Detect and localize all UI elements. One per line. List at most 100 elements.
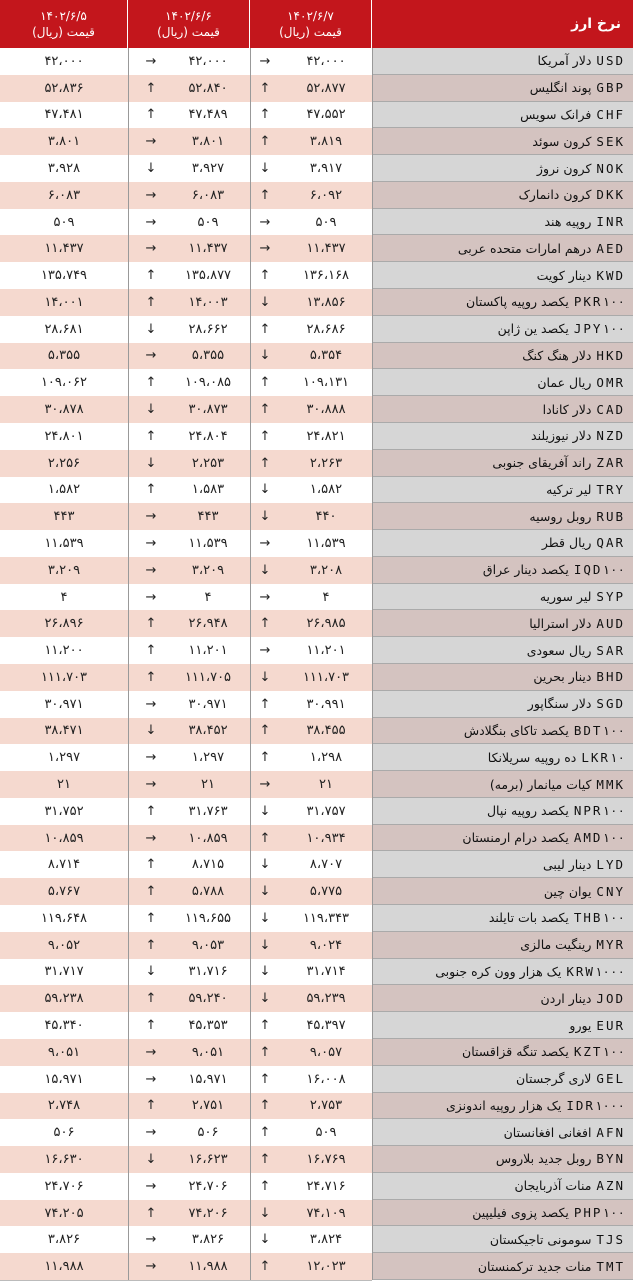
price-cell: ۲۸،۶۸۶	[306, 321, 346, 337]
change-arrow: ↑	[145, 1018, 157, 1034]
price-cell: ۱۱۹،۶۴۸	[40, 910, 88, 926]
price-cell: ۳،۲۰۹	[191, 562, 225, 578]
price-cell: ۹،۰۵۱	[47, 1044, 81, 1060]
price-cell: ۳۱،۷۵۲	[44, 803, 84, 819]
price-cell: ۹،۰۵۱	[191, 1044, 225, 1060]
price-cell: ۱۱۹،۳۴۳	[302, 910, 350, 926]
change-arrow: ↑	[145, 1205, 157, 1221]
change-arrow: ↓	[145, 1151, 157, 1167]
change-arrow: ↑	[259, 696, 271, 712]
change-arrow: ↓	[145, 455, 157, 471]
currency-code: MMK	[596, 776, 625, 792]
currency-label: روبل روسیه	[529, 508, 592, 524]
price-cell: ۴۵،۳۴۰	[44, 1018, 84, 1034]
price-cell: ۱۰۹،۰۶۲	[40, 375, 88, 391]
change-arrow: ↓	[259, 1205, 271, 1221]
change-arrow: →	[259, 241, 271, 257]
change-arrow: →	[145, 750, 157, 766]
currency-label: منات آذربایجان	[514, 1178, 592, 1194]
currency-label: لیر ترکیه	[546, 481, 592, 497]
currency-code: TMT	[596, 1258, 625, 1274]
currency-label: یک هزار روپیه اندونزی	[445, 1097, 562, 1113]
currency-name: TRY لیر ترکیه	[372, 476, 633, 504]
price-cell: ۱۱۱،۷۰۳	[40, 669, 88, 685]
column-divider	[250, 48, 251, 1280]
price-cell: ۴۷،۵۵۲	[306, 107, 346, 123]
price-cell: ۱۱،۹۸۸	[44, 1259, 84, 1275]
price-cell: ۱۶،۶۲۳	[188, 1151, 228, 1167]
currency-label: یکصد روپیه پاکستان	[465, 294, 569, 310]
currency-label: افغانی افغانستان	[503, 1124, 592, 1140]
change-arrow: →	[145, 535, 157, 551]
change-arrow: ↑	[145, 803, 157, 819]
price-cell: ۱۱۹،۶۵۵	[184, 910, 232, 926]
price-cell: ۲،۲۵۳	[191, 455, 225, 471]
price-cell: ۱،۵۸۳	[191, 482, 225, 498]
change-arrow: ↓	[145, 723, 157, 739]
currency-name: HKD دلار هنگ کنگ	[372, 342, 633, 370]
price-cell: ۱۰،۸۵۹	[188, 830, 228, 846]
change-arrow: ↑	[259, 1151, 271, 1167]
change-arrow: ↑	[259, 1071, 271, 1087]
price-cell: ۱۱،۵۳۹	[44, 535, 84, 551]
price-cell: ۷۴،۱۰۹	[306, 1205, 346, 1221]
price-cell: ۴	[60, 589, 68, 605]
currency-label: یکصد درام ارمنستان	[462, 830, 569, 846]
price-cell: ۳،۸۲۶	[191, 1232, 225, 1248]
currency-name: JOD دینار اردن	[372, 985, 633, 1013]
currency-label: یورو	[569, 1017, 592, 1033]
currency-name: IDR۱۰۰۰ یک هزار روپیه اندونزی	[372, 1092, 633, 1120]
row-bg	[0, 797, 372, 826]
change-arrow: ↓	[259, 161, 271, 177]
currency-name: OMR ریال عمان	[372, 369, 633, 397]
currency-code: JOD	[596, 990, 625, 1006]
change-arrow: ↑	[259, 723, 271, 739]
change-arrow: ↑	[145, 643, 157, 659]
currency-label: یکصد پزوی فیلیپین	[472, 1205, 569, 1221]
change-arrow: ↑	[259, 428, 271, 444]
price-cell: ۲۴،۷۰۶	[44, 1178, 84, 1194]
currency-name: NOK کرون نروژ	[372, 155, 633, 182]
price-cell: ۳۱،۷۱۶	[188, 964, 228, 980]
currency-label: یوان چین	[543, 883, 592, 899]
price-cell: ۱۶،۶۳۰	[44, 1151, 84, 1167]
currency-label: ریال سعودی	[526, 642, 592, 658]
currency-label: فرانک سویس	[520, 106, 592, 122]
currency-label: دینار کویت	[536, 267, 592, 283]
price-cell: ۴۲،۰۰۰	[44, 53, 84, 69]
price-cell: ۳،۲۰۹	[47, 562, 81, 578]
currency-label: لیر سوریه	[539, 589, 592, 605]
price-cell: ۱۱،۹۸۸	[188, 1259, 228, 1275]
currency-name: NPR۱۰۰ یکصد روپیه نپال	[372, 797, 633, 825]
price-cell: ۴۴۳	[53, 509, 75, 525]
change-arrow: ↑	[259, 1178, 271, 1194]
change-arrow: ↓	[259, 857, 271, 873]
currency-label: کرون دانمارک	[518, 187, 592, 203]
currency-name: SGD دلار سنگاپور	[372, 690, 633, 718]
currency-label: دینار اردن	[540, 990, 592, 1006]
change-arrow: →	[259, 589, 271, 605]
currency-code: AUD	[596, 615, 625, 631]
change-arrow: ↑	[259, 375, 271, 391]
currency-code: PHP۱۰۰	[573, 1205, 625, 1221]
price-cell: ۱۶،۰۰۸	[306, 1071, 346, 1087]
price-cell: ۳۱،۷۶۳	[188, 803, 228, 819]
currency-name: ZAR راند آفریقای جنوبی	[372, 449, 633, 477]
row-bg	[0, 824, 372, 853]
currency-code: GBP	[596, 80, 625, 96]
price-cell: ۹،۰۵۲	[47, 937, 81, 953]
price-cell: ۷۴،۲۰۶	[188, 1205, 228, 1221]
price-cell: ۲۴،۸۰۱	[44, 428, 84, 444]
currency-code: RUB	[596, 508, 625, 524]
currency-label: دلار کانادا	[542, 401, 592, 417]
price-cell: ۱۴،۰۰۱	[44, 294, 84, 310]
currency-label: ریال قطر	[541, 535, 592, 551]
currency-name: SAR ریال سعودی	[372, 637, 633, 664]
change-arrow: ↑	[145, 80, 157, 96]
price-cell: ۱۱،۵۳۹	[188, 535, 228, 551]
change-arrow: →	[259, 643, 271, 659]
change-arrow: ↓	[259, 669, 271, 685]
currency-name: KZT۱۰۰ یکصد تنگه قزاقستان	[372, 1038, 633, 1066]
change-arrow: ↑	[145, 669, 157, 685]
currency-name: BHD دینار بحرین	[372, 664, 633, 691]
